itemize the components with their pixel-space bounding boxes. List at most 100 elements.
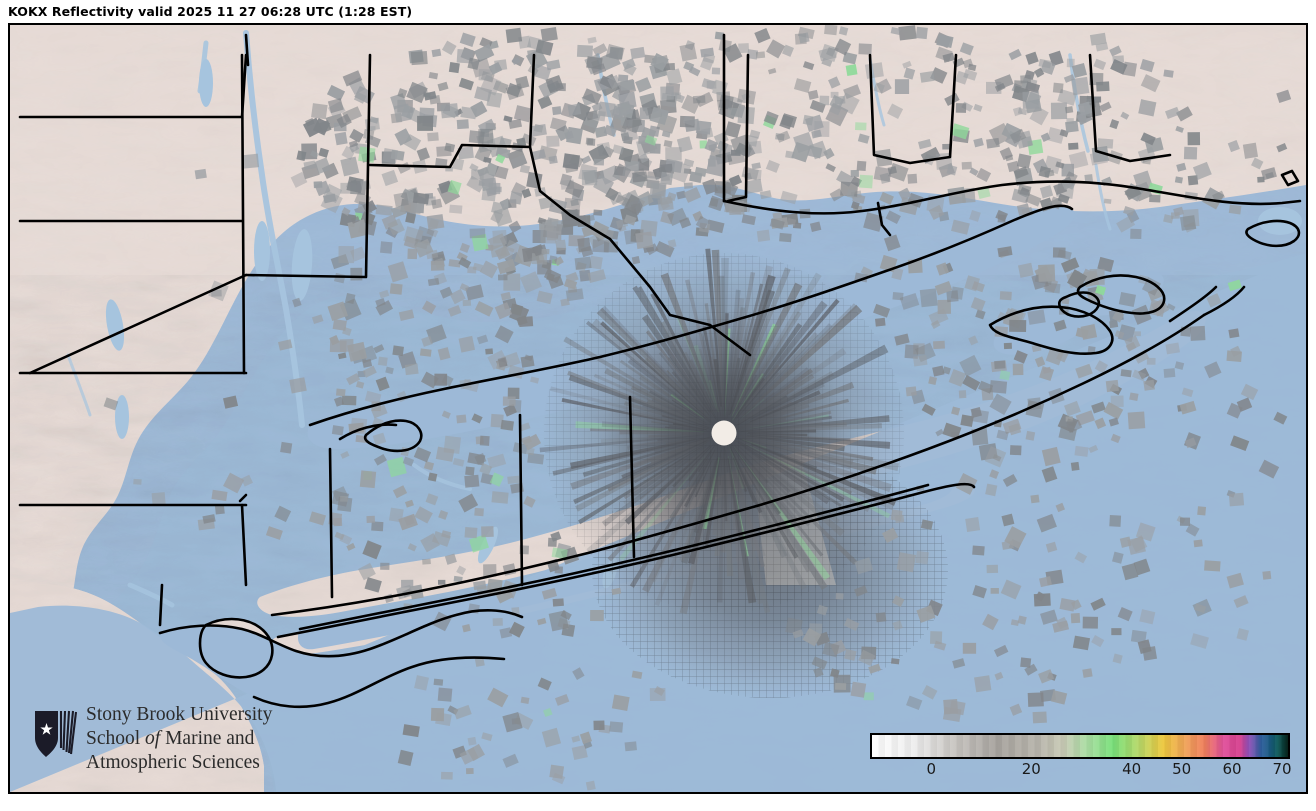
radar-echo-pixel (1055, 502, 1066, 513)
radar-echo-pixel (704, 138, 719, 153)
radar-echo-pixel (969, 167, 979, 176)
radar-echo-pixel (522, 433, 542, 451)
radar-echo-pixel (1251, 157, 1264, 170)
radar-echo-pixel (574, 256, 592, 270)
radar-echo-pixel (611, 587, 622, 596)
radar-echo-pixel (465, 466, 475, 476)
radar-echo-pixel (1120, 369, 1132, 378)
radar-echo-pixel (280, 441, 293, 454)
radar-echo-pixel (471, 169, 484, 180)
radar-echo-pixel (928, 376, 938, 386)
radar-echo-pixel (347, 219, 368, 239)
radar-echo-pixel (694, 166, 707, 177)
county-line-f (368, 143, 752, 357)
radar-echo-pixel (375, 376, 390, 392)
radar-echo-pixel (1048, 50, 1064, 67)
radar-echo-pixel (906, 695, 923, 710)
radar-echo-pixel (1133, 349, 1150, 364)
radar-echo-pixel (780, 113, 797, 128)
radar-echo-pixel (586, 56, 603, 70)
radar-echo-pixel (346, 542, 356, 551)
radar-echo-pixel (858, 649, 876, 667)
radar-echo-pixel (768, 67, 777, 75)
radar-echo-pixel (948, 369, 967, 387)
radar-echo-pixel (405, 212, 417, 224)
radar-echo-pixel (214, 504, 225, 515)
radar-echo-pixel (473, 44, 495, 63)
radar-echo-pixel (1025, 51, 1039, 65)
radar-echo-pixel (763, 111, 779, 126)
radar-echo-pixel (416, 147, 430, 161)
radar-echo-pixel (1038, 165, 1051, 179)
radar-echo-pixel (468, 130, 485, 144)
radar-echo-pixel (1012, 106, 1023, 117)
radar-echo-pixel (1129, 392, 1139, 401)
radar-echo-pixel (387, 218, 405, 236)
radar-echo-pixel (1074, 445, 1089, 457)
radar-echo-pixel (549, 764, 565, 779)
radar-echo-pixel (950, 286, 964, 300)
radar-echo-pixel (467, 736, 477, 746)
radar-map-canvas[interactable] (10, 25, 1306, 792)
radar-echo-pixel (791, 141, 811, 163)
radar-echo-pixel (464, 526, 478, 539)
radar-echo-pixel (452, 457, 465, 467)
radar-echo-pixel (1228, 204, 1242, 215)
radar-echo-pixel (1017, 262, 1034, 278)
radar-echo-pixel (313, 181, 323, 189)
radar-echo-pixel (502, 753, 519, 768)
radar-echo-pixel (350, 216, 360, 224)
radar-echo-pixel (701, 78, 716, 90)
radar-echo-pixel (972, 585, 987, 599)
radar-echo-pixel (653, 686, 665, 696)
radar-echo-pixel (353, 91, 367, 104)
radar-echo-pixel (950, 123, 970, 140)
radar-echo-pixel (278, 339, 293, 351)
radar-echo-pixel (892, 620, 903, 631)
radar-echo-pixel (1227, 279, 1242, 292)
radar-echo-pixel (985, 483, 998, 497)
radar-echo-pixel (1075, 363, 1093, 379)
radar-echo-pixel (759, 190, 772, 200)
radar-echo-pixel (622, 58, 636, 70)
radar-echo-pixel (887, 103, 904, 119)
radar-echo-pixel (1187, 132, 1201, 146)
radar-echo-pixel (341, 145, 356, 161)
radar-echo-pixel (995, 209, 1008, 222)
radar-echo-pixel (358, 146, 376, 163)
radar-echo-pixel (1034, 356, 1046, 368)
radar-echo-pixel (431, 530, 451, 547)
radar-echo-pixel (669, 160, 691, 183)
radar-echo-pixel (905, 386, 917, 397)
radar-echo-pixel (896, 552, 917, 573)
radar-echo-pixel (977, 186, 991, 199)
radar-echo-pixel (519, 271, 542, 294)
radar-echo-pixel (1240, 383, 1259, 401)
radar-echo-pixel (1109, 45, 1122, 57)
radar-echo-pixel (615, 194, 631, 207)
colorbar-gradient (872, 735, 1288, 757)
map-frame[interactable] (8, 23, 1308, 794)
radar-echo-pixel (346, 176, 364, 194)
radar-echo-pixel (505, 27, 523, 44)
radar-echo-pixel (362, 358, 373, 368)
radar-echo-pixel (400, 188, 417, 203)
radar-echo-pixel (1040, 609, 1058, 625)
radar-echo-pixel (453, 575, 463, 583)
radar-echo-pixel (103, 397, 119, 411)
colorbar-bar (870, 733, 1290, 759)
radar-echo-pixel (364, 577, 382, 593)
radar-echo-pixel (337, 352, 347, 360)
radar-echo-pixel (334, 131, 348, 146)
radar-echo-pixel (1276, 89, 1292, 103)
radar-echo-pixel (682, 116, 696, 127)
radar-echo-pixel (1064, 106, 1074, 114)
title-bar: KOKX Reflectivity valid 2025 11 27 06:28… (8, 0, 1308, 22)
radar-echo-pixel (702, 178, 718, 195)
radar-echo-pixel (776, 130, 791, 143)
radar-echo-pixel (802, 627, 822, 647)
radar-echo-pixel (436, 145, 452, 157)
radar-echo-pixel (507, 387, 520, 400)
radar-echo-pixel (1038, 264, 1056, 282)
